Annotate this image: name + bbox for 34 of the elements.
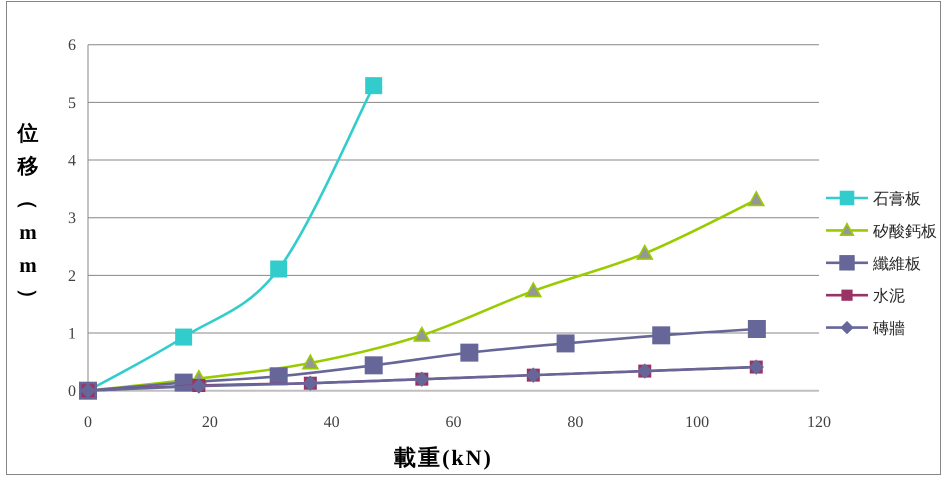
legend-label: 水泥	[873, 287, 905, 306]
y-tick-label: 6	[68, 37, 76, 54]
y-axis-title: 位移（mm）	[16, 120, 42, 311]
y-tick-label: 3	[68, 210, 76, 228]
point	[414, 326, 430, 342]
y-tick-label: 0	[68, 383, 76, 400]
x-tick-label: 100	[685, 414, 710, 431]
y-tick-label: 1	[68, 326, 76, 343]
legend-label: 磚牆	[872, 320, 905, 338]
legend-label: 石膏板	[873, 190, 921, 208]
point	[748, 191, 765, 206]
x-axis-title: 載重(kN)	[393, 445, 493, 470]
point	[556, 334, 575, 352]
x-tick-label: 0	[84, 414, 92, 431]
y-tick-label: 5	[68, 94, 76, 112]
point	[175, 328, 192, 346]
x-tick-label: 80	[567, 414, 584, 431]
legend-label: 纖維板	[872, 254, 921, 273]
point	[636, 244, 654, 260]
point	[525, 282, 542, 298]
point	[748, 320, 766, 338]
x-tick-label: 120	[807, 414, 831, 431]
point	[460, 344, 478, 362]
point	[365, 77, 382, 94]
point	[270, 260, 288, 278]
y-tick-label: 2	[68, 268, 76, 285]
y-tick-label: 4	[68, 152, 76, 170]
point	[302, 354, 319, 370]
x-tick-label: 60	[446, 414, 462, 431]
legend-label: 矽酸鈣板	[872, 222, 937, 240]
point	[652, 326, 670, 344]
point	[364, 356, 383, 374]
x-tick-label: 40	[324, 414, 340, 431]
x-tick-label: 20	[202, 414, 218, 431]
